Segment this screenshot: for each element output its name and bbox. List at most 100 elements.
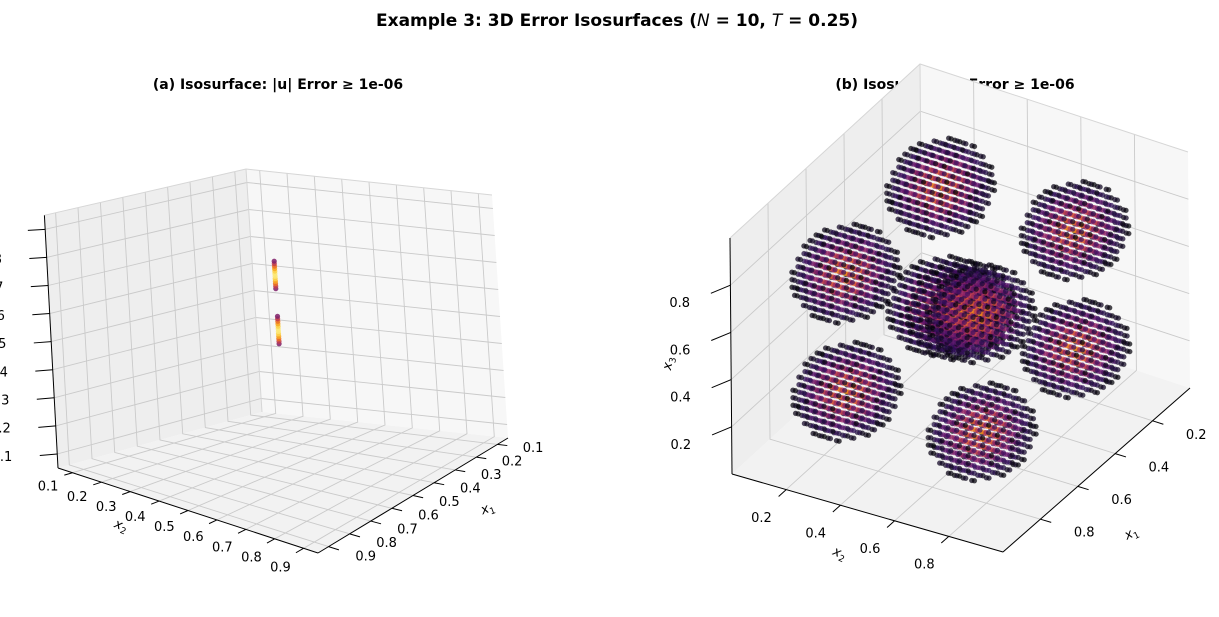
data-point — [989, 164, 995, 170]
data-point — [853, 413, 859, 419]
data-point — [865, 395, 871, 401]
figure-suptitle: Example 3: 3D Error Isosurfaces (N = 10,… — [376, 11, 858, 31]
data-point — [864, 299, 870, 305]
data-point — [923, 202, 929, 209]
data-point — [918, 339, 924, 345]
x-axis-line — [1002, 387, 1191, 553]
grid-line-x — [77, 207, 350, 535]
data-point — [944, 186, 950, 193]
data-point — [858, 312, 865, 318]
data-point — [1085, 187, 1091, 193]
data-point — [905, 270, 911, 276]
data-point — [1099, 221, 1105, 227]
data-point — [817, 270, 824, 276]
data-point — [1091, 329, 1098, 335]
data-point — [1081, 259, 1087, 266]
data-point — [803, 288, 809, 294]
x-tick — [1077, 485, 1089, 491]
data-point — [1099, 213, 1105, 220]
data-point — [1064, 247, 1070, 253]
data-point — [985, 200, 992, 207]
data-point — [1072, 234, 1079, 240]
data-point — [1061, 224, 1067, 229]
data-point — [858, 289, 864, 296]
x-tick-label: 0.5 — [439, 495, 460, 510]
data-point — [812, 246, 818, 252]
data-point — [1101, 244, 1108, 250]
data-point — [869, 344, 875, 351]
data-point — [1123, 215, 1129, 221]
data-point — [1046, 226, 1053, 232]
data-point — [1088, 349, 1094, 356]
z-tick-label: 0.3 — [0, 394, 9, 409]
data-point — [826, 265, 832, 271]
data-point — [1092, 300, 1098, 306]
data-point — [1026, 212, 1033, 219]
z-tick-label: 0.8 — [669, 296, 690, 311]
data-point — [1046, 218, 1053, 225]
data-point — [877, 368, 883, 375]
data-point — [1075, 206, 1082, 212]
y-tick-label: 0.1 — [38, 480, 59, 495]
data-point — [842, 351, 849, 357]
data-point — [973, 188, 979, 195]
data-point — [821, 403, 827, 409]
data-point — [1029, 220, 1036, 227]
data-point — [885, 283, 891, 290]
data-point — [989, 171, 995, 178]
data-point — [891, 270, 897, 277]
data-point — [959, 268, 965, 274]
data-point — [902, 291, 908, 297]
data-point — [844, 315, 850, 321]
data-point — [876, 250, 882, 257]
data-point — [845, 433, 851, 439]
data-point — [930, 291, 936, 297]
data-point — [1085, 342, 1091, 348]
data-point — [1058, 252, 1064, 258]
y-tick-label: 0.9 — [270, 560, 291, 575]
data-point — [1099, 266, 1106, 273]
data-point — [818, 388, 825, 394]
data-point — [1102, 362, 1109, 368]
data-point — [1063, 305, 1069, 311]
data-point — [876, 258, 882, 264]
data-point — [879, 274, 885, 280]
data-point — [874, 420, 880, 426]
grid-line-x — [55, 212, 329, 548]
data-point — [1099, 192, 1106, 198]
data-point — [971, 143, 978, 150]
subplot-a-axes: 0.10.20.30.40.50.60.70.80.90.10.20.30.40… — [0, 168, 543, 575]
data-point — [858, 305, 864, 311]
data-point — [1024, 359, 1031, 365]
data-point — [1030, 346, 1037, 352]
data-point — [812, 423, 819, 430]
data-point — [1032, 200, 1039, 206]
data-point — [1021, 225, 1027, 232]
x-tick — [1040, 518, 1052, 523]
data-point — [854, 369, 860, 375]
data-point — [898, 312, 905, 318]
data-point — [833, 230, 839, 236]
data-point — [1108, 254, 1114, 260]
z-tick-label: 0.1 — [0, 450, 12, 465]
data-point — [1079, 274, 1085, 280]
data-point — [1073, 390, 1080, 396]
data-point — [970, 165, 977, 172]
x-tick-label: 0.4 — [460, 482, 481, 497]
data-point — [1051, 315, 1057, 322]
data-point — [994, 286, 1000, 292]
data-point — [878, 347, 884, 353]
z-tick — [711, 379, 732, 389]
data-point — [979, 191, 985, 197]
data-point — [836, 416, 842, 421]
data-point — [1050, 367, 1057, 373]
data-point — [1054, 302, 1061, 308]
data-point — [1077, 331, 1083, 337]
data-point — [927, 317, 933, 323]
data-point — [848, 374, 854, 380]
data-point — [1062, 342, 1068, 347]
y-tick-label: 0.8 — [914, 557, 935, 572]
data-point — [1032, 259, 1038, 265]
data-point — [970, 173, 977, 179]
data-point — [879, 281, 885, 287]
